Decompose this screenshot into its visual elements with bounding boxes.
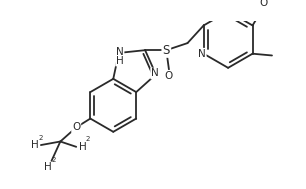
Text: O: O (72, 122, 80, 132)
Text: O: O (165, 71, 173, 81)
Text: N: N (151, 68, 159, 78)
Text: 2: 2 (86, 136, 90, 142)
Text: O: O (259, 0, 267, 8)
Text: N: N (116, 47, 124, 57)
Text: H: H (116, 56, 124, 66)
Text: 2: 2 (51, 157, 56, 163)
Text: S: S (162, 44, 170, 57)
Text: H: H (79, 142, 86, 152)
Text: H: H (44, 162, 52, 172)
Text: H: H (31, 140, 39, 150)
Text: 2: 2 (38, 135, 43, 141)
Text: N: N (198, 49, 206, 59)
